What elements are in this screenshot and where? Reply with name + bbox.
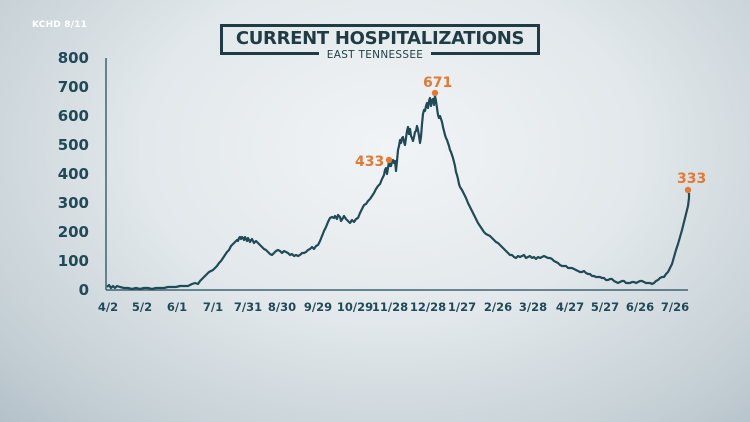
x-tick: 6/26: [626, 300, 654, 314]
x-tick: 6/1: [167, 300, 187, 314]
y-tick: 700: [58, 78, 89, 96]
y-tick: 800: [58, 49, 89, 67]
x-tick: 10/29: [337, 300, 373, 314]
chart-subtitle: EAST TENNESSEE: [0, 49, 750, 61]
y-tick: 300: [58, 194, 89, 212]
x-tick: 4/27: [556, 300, 584, 314]
x-tick: 11/28: [372, 300, 408, 314]
y-tick: 600: [58, 107, 89, 125]
x-tick-labels: 4/2 5/2 6/1 7/1 7/31 8/30 9/29 10/29 11/…: [98, 300, 689, 314]
x-tick: 5/2: [132, 300, 152, 314]
x-tick: 2/26: [484, 300, 512, 314]
x-tick: 8/30: [268, 300, 296, 314]
source-label: KCHD 8/11: [32, 20, 88, 30]
annotation-label-433: 433: [355, 154, 384, 170]
x-tick: 7/31: [234, 300, 262, 314]
chart-title: CURRENT HOSPITALIZATIONS: [235, 28, 525, 49]
subtitle-text: EAST TENNESSEE: [318, 49, 432, 61]
annotation-dot-671: [431, 89, 439, 97]
x-tick: 7/26: [661, 300, 689, 314]
annotation-dot-433: [385, 156, 393, 164]
y-tick: 500: [58, 136, 89, 154]
x-tick: 12/28: [410, 300, 446, 314]
x-tick: 7/1: [203, 300, 223, 314]
y-tick: 400: [58, 165, 89, 183]
annotation-label-333: 333: [677, 171, 706, 187]
x-tick: 3/28: [519, 300, 547, 314]
x-tick: 4/2: [98, 300, 118, 314]
x-tick: 5/27: [591, 300, 619, 314]
y-tick-labels: 800 700 600 500 400 300 200 100 0: [58, 49, 89, 299]
y-tick: 200: [58, 223, 89, 241]
annotation-dot-333: [684, 186, 692, 194]
y-tick: 0: [79, 281, 89, 299]
x-tick: 9/29: [304, 300, 332, 314]
hospitalizations-line: [106, 94, 691, 291]
y-tick: 100: [58, 252, 89, 270]
x-tick: 1/27: [448, 300, 476, 314]
annotation-label-671: 671: [423, 75, 452, 91]
